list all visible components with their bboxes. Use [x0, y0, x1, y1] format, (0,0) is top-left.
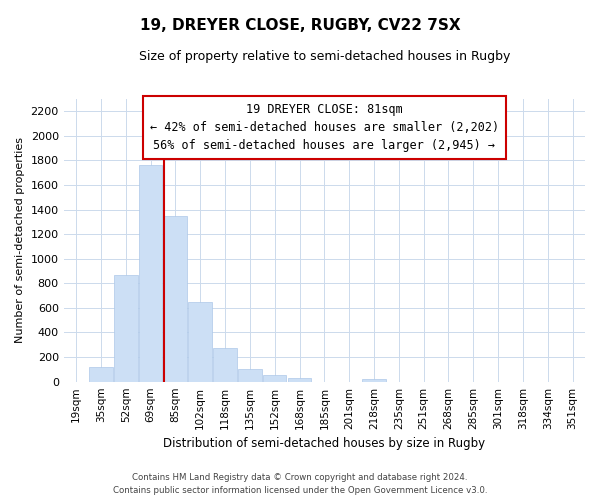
Bar — [288, 378, 311, 382]
Text: 19 DREYER CLOSE: 81sqm
← 42% of semi-detached houses are smaller (2,202)
56% of : 19 DREYER CLOSE: 81sqm ← 42% of semi-det… — [150, 103, 499, 152]
Bar — [238, 370, 262, 382]
Bar — [139, 166, 163, 382]
Bar — [362, 378, 386, 382]
Bar — [213, 348, 237, 382]
Bar — [164, 216, 187, 382]
Text: Contains HM Land Registry data © Crown copyright and database right 2024.
Contai: Contains HM Land Registry data © Crown c… — [113, 473, 487, 495]
Y-axis label: Number of semi-detached properties: Number of semi-detached properties — [15, 138, 25, 344]
Bar — [263, 375, 286, 382]
Text: 19, DREYER CLOSE, RUGBY, CV22 7SX: 19, DREYER CLOSE, RUGBY, CV22 7SX — [140, 18, 460, 32]
Bar — [188, 302, 212, 382]
Title: Size of property relative to semi-detached houses in Rugby: Size of property relative to semi-detach… — [139, 50, 510, 63]
Bar — [89, 367, 113, 382]
Bar — [114, 274, 137, 382]
X-axis label: Distribution of semi-detached houses by size in Rugby: Distribution of semi-detached houses by … — [163, 437, 485, 450]
